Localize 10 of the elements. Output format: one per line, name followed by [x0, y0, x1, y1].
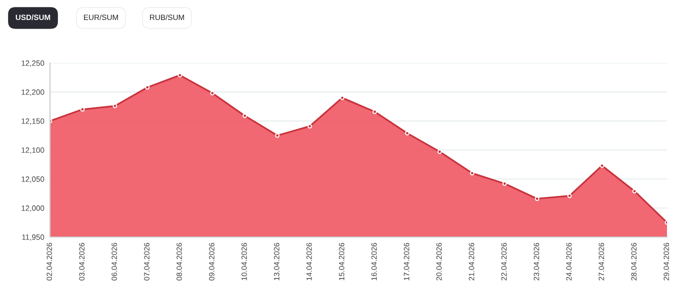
point [242, 114, 248, 118]
point [437, 149, 442, 154]
point [632, 188, 637, 194]
point [404, 130, 410, 136]
point [567, 194, 572, 198]
point [275, 133, 280, 138]
point [470, 170, 474, 176]
point [308, 124, 312, 128]
point [112, 104, 118, 108]
point [145, 85, 150, 90]
